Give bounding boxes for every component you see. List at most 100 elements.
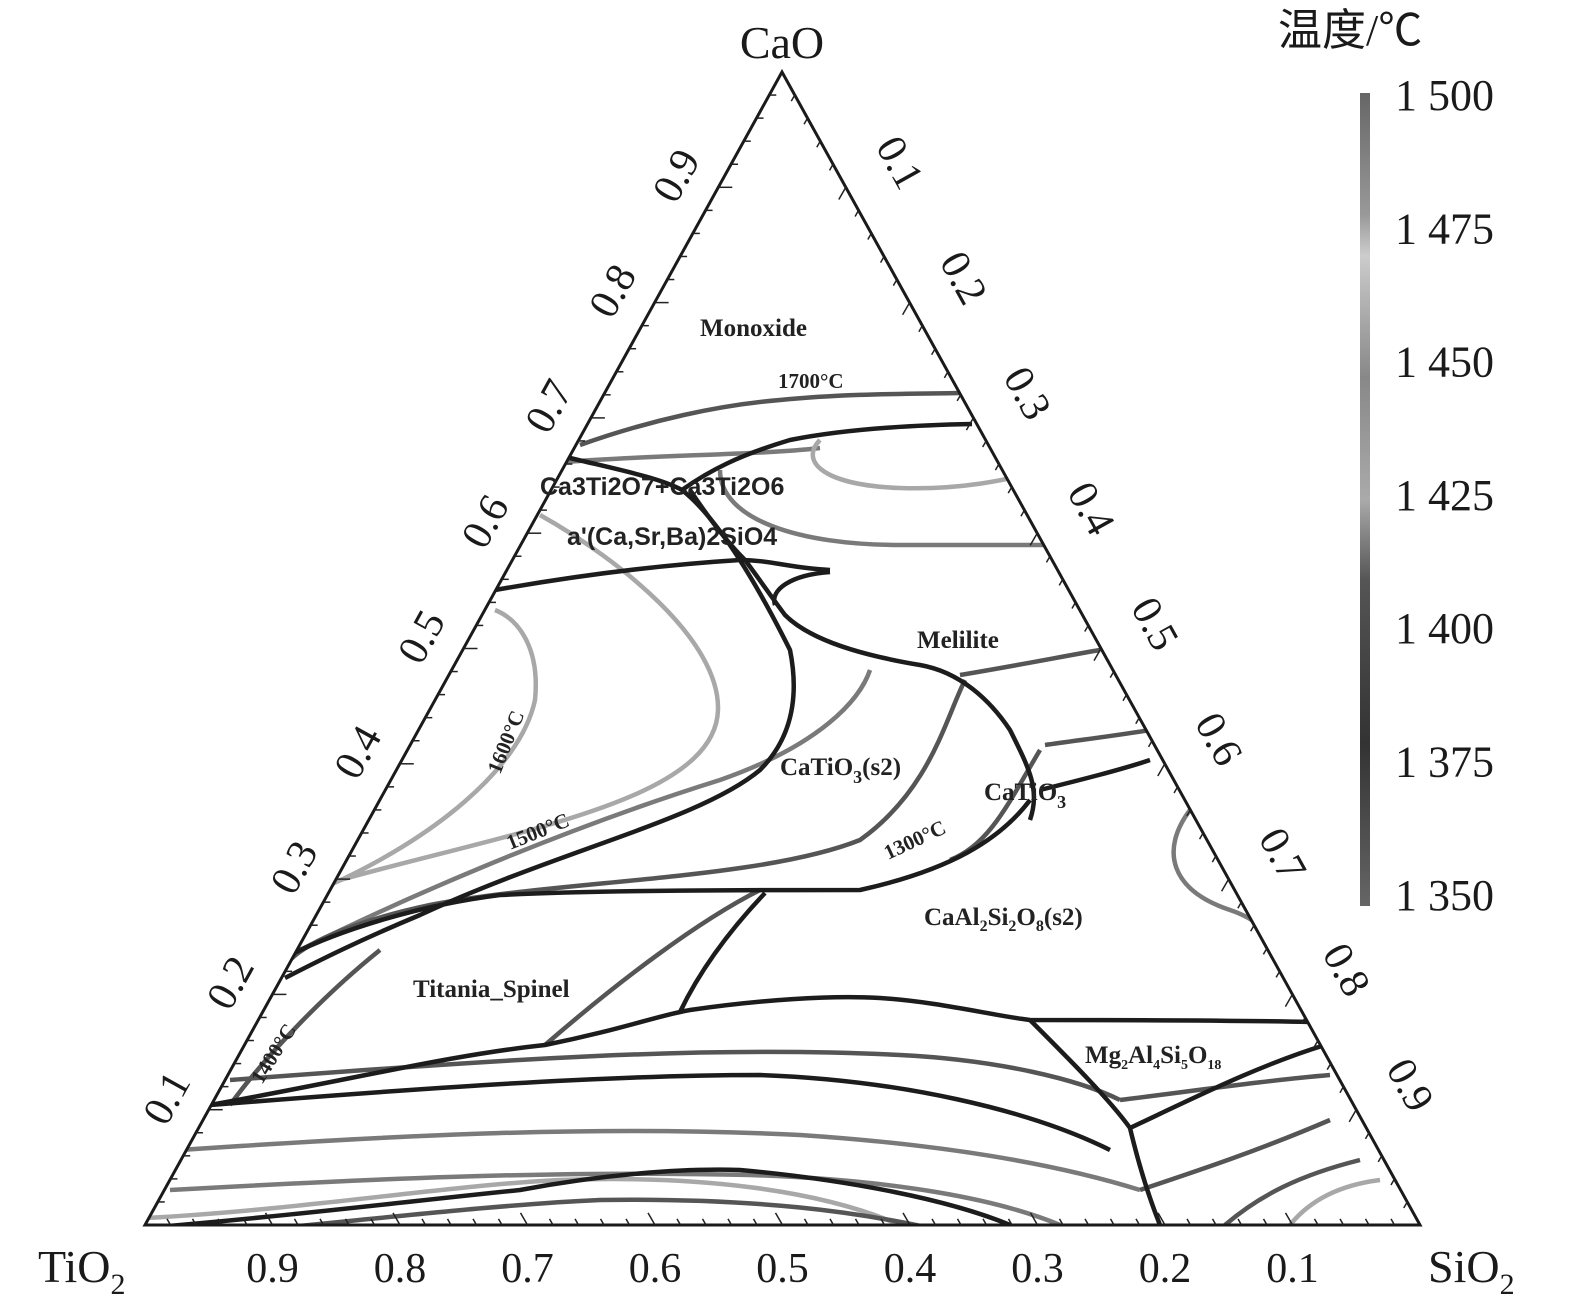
right-axis-tick-label: 0.2 <box>930 244 996 312</box>
tick-mark <box>816 140 821 148</box>
left-axis-tick-label: 0.5 <box>389 603 455 671</box>
isotherm-1600 <box>339 513 721 883</box>
bottom-axis-tick-label: 0.8 <box>374 1246 427 1292</box>
tick-mark <box>774 1212 784 1226</box>
tick-mark <box>956 1218 962 1226</box>
right-axis-tick-label: 0.4 <box>1058 475 1124 543</box>
tick-mark <box>344 1218 350 1226</box>
tick-mark <box>1157 763 1166 777</box>
tick-mark <box>1084 625 1089 632</box>
isotherm-1400 <box>228 948 382 1107</box>
left-axis-tick-label: 0.1 <box>134 1064 200 1132</box>
tick-mark <box>647 1212 656 1226</box>
phase-text: Si <box>988 904 1009 931</box>
isotherm-line <box>329 607 539 888</box>
isotherm-line <box>959 647 1101 678</box>
bottom-axis-tick-label: 0.9 <box>246 1246 299 1292</box>
isotherm-line <box>1119 1072 1331 1103</box>
phase-boundary <box>209 1072 1112 1153</box>
right-axis-tick-label: 0.5 <box>1122 590 1188 658</box>
tick-mark <box>1109 671 1115 679</box>
vertex-sio2-label: SiO2 <box>1428 1241 1515 1301</box>
right-axis-tick-label: 0.1 <box>866 129 932 197</box>
phase-monoxide: Monoxide <box>700 315 807 342</box>
phase-boundary <box>1039 757 1151 793</box>
isotherm-label-1700: 1700°C <box>778 369 844 393</box>
tick-mark <box>1262 1218 1268 1226</box>
tick-mark <box>166 1218 172 1226</box>
tick-mark <box>1135 1218 1141 1226</box>
tick-mark <box>1093 648 1102 662</box>
phase-melilite: Melilite <box>917 627 999 654</box>
tick-mark <box>994 463 1000 471</box>
phase-text: CaAl <box>924 904 980 931</box>
colorbar <box>1360 93 1370 906</box>
left-axis-tick-label: 0.7 <box>517 372 583 440</box>
phase-boundary <box>288 798 1032 958</box>
tick-mark <box>1020 509 1026 517</box>
phase-boundary <box>680 421 973 492</box>
vertex-tio2-text: TiO <box>38 1241 110 1292</box>
tick-mark <box>1403 1201 1408 1209</box>
colorbar-label: 1 475 <box>1395 204 1494 253</box>
tick-mark <box>918 325 924 333</box>
colorbar-label: 1 350 <box>1395 871 1494 920</box>
tick-mark <box>1211 855 1217 863</box>
phase-subscript: 8 <box>1036 918 1044 935</box>
isotherm-line <box>179 1128 1141 1193</box>
left-axis-tick-label: 0.8 <box>580 257 646 325</box>
tick-mark <box>901 302 911 316</box>
isotherm-line <box>1171 808 1278 951</box>
tick-mark <box>421 1218 427 1226</box>
phase-subscript: 2 <box>980 918 988 935</box>
bottom-axis-tick-label: 0.7 <box>501 1246 554 1292</box>
tick-mark <box>854 209 860 217</box>
tick-mark <box>1007 1218 1013 1226</box>
vertex-sio2-text: SiO <box>1428 1241 1500 1292</box>
phase-subscript: 3 <box>853 767 862 787</box>
tick-mark <box>803 117 809 125</box>
isotherm-line <box>1223 1157 1361 1225</box>
tick-mark <box>1284 994 1294 1007</box>
tick-mark <box>879 256 885 263</box>
tick-mark <box>1058 1218 1064 1226</box>
left-axis-tick-label: 0.3 <box>262 834 328 902</box>
vertex-tio2-label: TiO2 <box>38 1241 125 1301</box>
phase-subscript: 4 <box>1153 1058 1160 1073</box>
tick-mark <box>1339 1218 1345 1226</box>
left-axis-tick-label: 0.4 <box>326 718 392 786</box>
tick-mark <box>1262 947 1268 955</box>
tick-mark <box>446 1218 452 1226</box>
tick-mark <box>1029 532 1038 546</box>
tick-mark <box>1326 1063 1332 1071</box>
tick-mark <box>752 1218 758 1226</box>
phase-text: O <box>1016 904 1035 931</box>
colorbar-label: 1 375 <box>1395 738 1494 787</box>
right-axis-tick-label: 0.3 <box>994 359 1060 427</box>
tick-mark <box>392 1212 401 1226</box>
tick-mark <box>1122 694 1128 702</box>
tick-mark <box>1249 924 1255 932</box>
tick-mark <box>838 186 847 200</box>
isotherm-line <box>145 1197 961 1225</box>
bottom-axis-tick-label: 0.5 <box>756 1246 809 1292</box>
isotherm-label-1500: 1500°C <box>503 808 573 855</box>
phase-subscript: 5 <box>1181 1058 1188 1073</box>
phase-boundary <box>494 557 831 593</box>
tick-mark <box>1364 1132 1370 1140</box>
isotherm-label-1300: 1300°C <box>880 815 950 864</box>
tick-mark <box>829 1218 835 1226</box>
tick-mark <box>902 1212 911 1226</box>
tick-mark <box>930 348 936 356</box>
tick-mark <box>1275 970 1281 978</box>
tick-mark <box>982 1218 988 1226</box>
phase-c2s: a'(Ca,Sr,Ba)2SiO4 <box>567 523 777 551</box>
phase-text: CaTiO <box>780 754 853 781</box>
tick-mark <box>1157 1212 1166 1226</box>
colorbar-label: 1 425 <box>1395 471 1494 520</box>
isotherm-1300 <box>288 678 968 962</box>
right-axis-tick-label: 0.8 <box>1313 936 1379 1004</box>
bottom-axis-tick-label: 0.4 <box>884 1246 937 1292</box>
tick-mark <box>803 1218 809 1226</box>
